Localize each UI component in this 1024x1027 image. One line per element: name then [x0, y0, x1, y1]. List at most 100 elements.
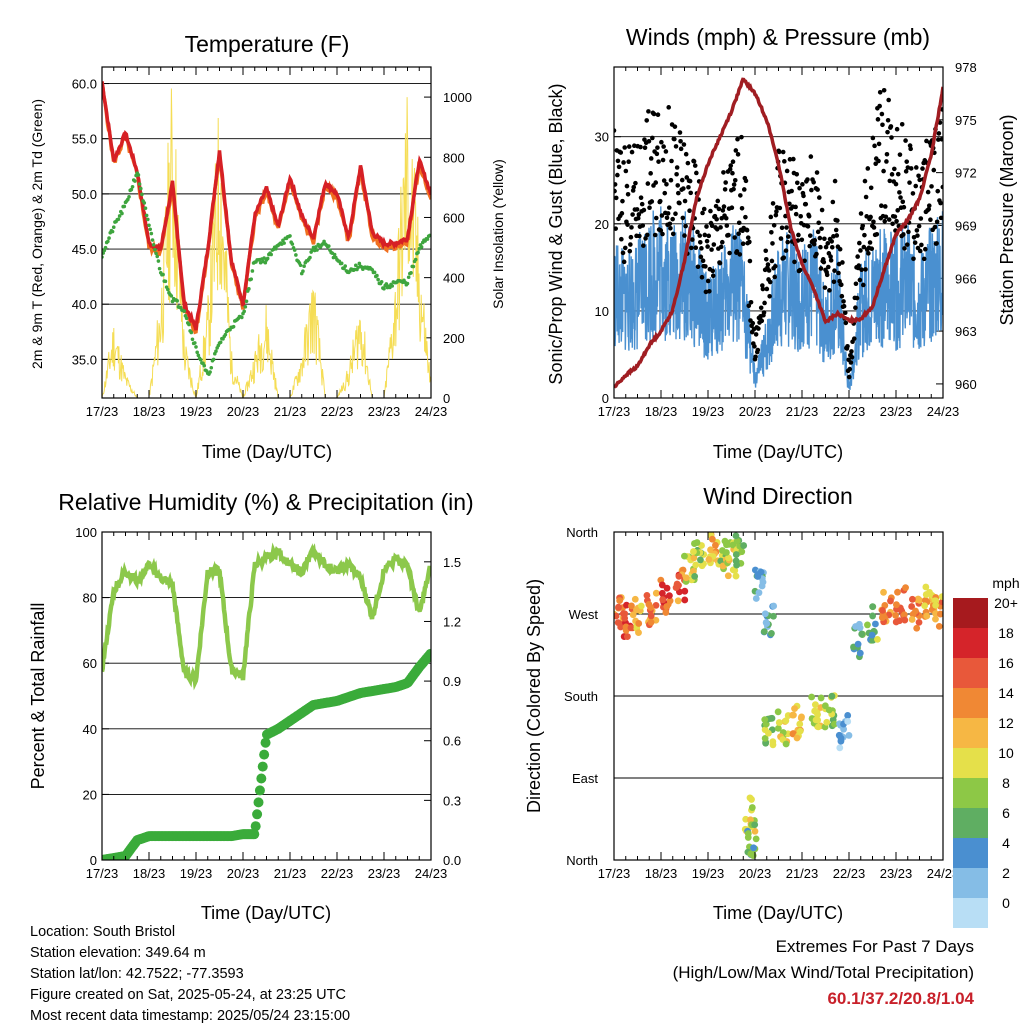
- gust-point: [931, 167, 937, 173]
- rainfall-point: [252, 809, 263, 820]
- gust-point: [645, 181, 651, 186]
- dewpoint-point: [148, 227, 152, 232]
- gust-point: [660, 157, 666, 163]
- gust-point: [898, 195, 903, 200]
- pressure-y2-tick-label: 972: [955, 166, 977, 181]
- gust-point: [817, 235, 823, 241]
- gust-point: [639, 201, 645, 207]
- gust-point: [661, 178, 667, 183]
- direction-point: [760, 628, 768, 636]
- temperature-plot-frame: [101, 66, 432, 399]
- direction-point: [763, 620, 771, 628]
- gust-point: [900, 199, 906, 205]
- dewpoint-point: [405, 281, 410, 286]
- dewpoint-point: [161, 272, 165, 277]
- rainfall-point: [260, 737, 271, 748]
- gust-point: [884, 151, 890, 157]
- dewpoint-point: [413, 257, 418, 262]
- dewpoint-point: [102, 251, 105, 255]
- gust-point: [849, 349, 854, 354]
- humidity-x-axis-label: Time (Day/UTC): [201, 903, 331, 923]
- direction-point: [796, 720, 804, 728]
- gust-point: [823, 244, 829, 250]
- colorbar-swatch: [953, 868, 988, 898]
- gust-point: [703, 264, 708, 269]
- gust-point: [716, 206, 722, 212]
- gust-point: [727, 166, 733, 172]
- gust-point: [773, 263, 778, 269]
- gust-point: [802, 258, 807, 264]
- winds-y-tick-label: 0: [602, 391, 609, 406]
- direction-point: [690, 548, 697, 555]
- pressure-y2-tick-label: 975: [955, 113, 977, 128]
- winds-x-tick-label: 21/23: [786, 404, 819, 419]
- gust-point: [746, 303, 752, 309]
- gust-point: [882, 218, 888, 224]
- rainfall-y2-tick-label: 0.6: [443, 734, 461, 749]
- gust-point: [787, 201, 792, 207]
- gust-point: [695, 264, 701, 270]
- gust-point: [674, 165, 680, 170]
- direction-point: [748, 804, 756, 811]
- direction-point: [812, 716, 820, 724]
- gust-point: [673, 144, 679, 149]
- direction-point: [900, 611, 908, 619]
- dewpoint-point: [156, 259, 161, 263]
- gust-point: [830, 199, 836, 205]
- dewpoint-point: [249, 277, 254, 281]
- gust-point: [627, 248, 633, 254]
- gust-point: [877, 103, 882, 109]
- direction-left-axis-label: Direction (Colored By Speed): [524, 579, 544, 813]
- direction-x-tick-label: 20/23: [739, 866, 772, 881]
- dewpoint-point: [390, 284, 395, 288]
- gust-point: [661, 144, 666, 149]
- gust-point: [807, 243, 813, 249]
- gust-point: [853, 305, 858, 310]
- gust-point: [641, 207, 647, 213]
- gust-point: [913, 183, 919, 189]
- colorbar-swatch: [953, 778, 988, 808]
- gust-point: [694, 170, 699, 176]
- direction-point: [892, 611, 899, 619]
- dewpoint-point: [143, 206, 148, 211]
- gust-point: [901, 204, 907, 210]
- direction-point: [874, 635, 881, 643]
- gust-point: [839, 293, 845, 299]
- dewpoint-point: [332, 252, 337, 257]
- direction-point: [693, 539, 701, 546]
- gust-point: [638, 144, 643, 150]
- gust-point: [711, 242, 717, 247]
- dewpoint-point: [214, 349, 218, 353]
- direction-point: [681, 596, 689, 604]
- gust-point: [917, 248, 923, 254]
- direction-point: [647, 604, 655, 611]
- humidity-left-axis-label: Percent & Total Rainfall: [28, 603, 48, 790]
- gust-point: [659, 213, 665, 218]
- humidity-title: Relative Humidity (%) & Precipitation (i…: [58, 489, 473, 515]
- gust-point: [808, 154, 814, 159]
- gust-point: [675, 190, 681, 196]
- humidity-x-tick-label: 17/23: [86, 866, 119, 881]
- gust-point: [889, 135, 894, 140]
- gust-point: [841, 303, 847, 309]
- gust-point: [640, 223, 646, 228]
- direction-point: [631, 595, 639, 603]
- direction-point: [858, 630, 866, 638]
- rainfall-point: [425, 648, 431, 659]
- pressure-y2-tick-label: 966: [955, 271, 977, 286]
- direction-series-group: [614, 532, 943, 859]
- dewpoint-point: [298, 263, 303, 268]
- direction-point: [922, 591, 930, 598]
- gust-point: [912, 240, 918, 245]
- direction-point: [658, 581, 666, 589]
- gust-point: [938, 200, 943, 206]
- gust-point: [657, 198, 663, 204]
- dewpoint-point: [147, 223, 151, 228]
- colorbar-label: 10: [998, 745, 1014, 761]
- direction-point: [681, 587, 689, 595]
- dewpoint-point: [409, 271, 413, 275]
- gust-point: [682, 198, 688, 204]
- winds-right-axis-label: Station Pressure (Maroon): [997, 114, 1017, 325]
- gust-point: [847, 366, 853, 372]
- gust-point: [818, 244, 823, 250]
